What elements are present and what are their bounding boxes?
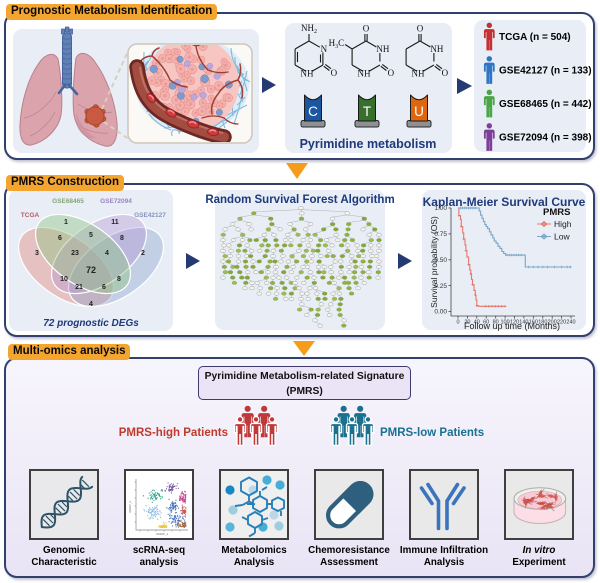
svg-text:180: 180	[538, 320, 547, 326]
svg-text:Low: Low	[554, 232, 570, 242]
svg-text:0.50: 0.50	[434, 257, 447, 264]
svg-text:GSE42127 (n = 133): GSE42127 (n = 133)	[499, 66, 592, 77]
svg-text:60: 60	[483, 320, 489, 326]
svg-text:NH: NH	[412, 69, 425, 79]
svg-text:1: 1	[64, 219, 68, 226]
svg-text:GSE42127: GSE42127	[134, 212, 166, 219]
svg-text:NH: NH	[358, 69, 371, 79]
svg-text:10: 10	[60, 276, 68, 283]
svg-text:40: 40	[474, 320, 480, 326]
svg-text:23: 23	[71, 250, 79, 257]
svg-text:160: 160	[529, 320, 538, 326]
svg-text:Kaplan-Meier Survival Curve: Kaplan-Meier Survival Curve	[423, 195, 586, 209]
svg-text:NH: NH	[430, 44, 443, 54]
svg-text:1.00: 1.00	[434, 205, 447, 212]
svg-text:2: 2	[141, 250, 145, 257]
svg-text:O: O	[417, 24, 424, 34]
svg-text:UMAP_2: UMAP_2	[128, 501, 132, 513]
svg-text:8: 8	[120, 235, 124, 242]
svg-text:GSE68465 (n = 442): GSE68465 (n = 442)	[499, 99, 592, 110]
svg-text:0: 0	[456, 320, 459, 326]
svg-text:High: High	[554, 219, 572, 229]
svg-text:140: 140	[519, 320, 528, 326]
svg-text:NH2: NH2	[301, 23, 317, 35]
svg-text:PMRS-low Patients: PMRS-low Patients	[380, 427, 484, 439]
svg-text:TCGA (n = 504): TCGA (n = 504)	[499, 32, 571, 43]
svg-text:4: 4	[89, 301, 93, 308]
svg-text:GSE68465: GSE68465	[52, 198, 84, 205]
svg-text:NH: NH	[301, 69, 314, 79]
svg-text:O: O	[388, 68, 395, 78]
svg-text:5: 5	[89, 232, 93, 239]
svg-text:6: 6	[102, 284, 106, 291]
svg-text:PMRS-high Patients: PMRS-high Patients	[119, 427, 228, 439]
svg-text:11: 11	[111, 219, 119, 226]
svg-text:O: O	[331, 68, 338, 78]
svg-text:UMAP_1: UMAP_1	[156, 532, 168, 536]
svg-text:80: 80	[493, 320, 499, 326]
svg-text:O: O	[442, 68, 449, 78]
svg-text:200: 200	[548, 320, 557, 326]
svg-text:C: C	[308, 104, 318, 119]
svg-text:GSE72094 (n = 398): GSE72094 (n = 398)	[499, 133, 592, 144]
svg-text:72 prognostic DEGs: 72 prognostic DEGs	[43, 318, 139, 329]
svg-text:100: 100	[501, 320, 510, 326]
svg-text:NH: NH	[376, 44, 389, 54]
svg-text:72: 72	[86, 265, 96, 275]
svg-text:20: 20	[464, 320, 470, 326]
svg-text:PMRS: PMRS	[543, 207, 570, 218]
svg-text:220: 220	[557, 320, 566, 326]
svg-text:0.25: 0.25	[434, 283, 447, 290]
svg-text:0.75: 0.75	[434, 231, 447, 238]
svg-text:0.00: 0.00	[434, 309, 447, 316]
svg-text:T: T	[363, 104, 371, 119]
svg-text:4: 4	[105, 250, 109, 257]
svg-text:21: 21	[75, 284, 83, 291]
svg-text:H3C: H3C	[329, 38, 345, 50]
svg-text:Pyrimidine metabolism: Pyrimidine metabolism	[300, 137, 437, 151]
svg-text:8: 8	[117, 276, 121, 283]
svg-text:O: O	[363, 24, 370, 34]
svg-text:6: 6	[58, 235, 62, 242]
svg-text:TCGA: TCGA	[21, 212, 40, 219]
svg-text:GSE72094: GSE72094	[100, 198, 132, 205]
svg-text:N: N	[321, 44, 328, 54]
svg-text:Follow up time (Months): Follow up time (Months)	[464, 321, 560, 331]
svg-text:Survival probability (OS): Survival probability (OS)	[429, 216, 439, 308]
svg-text:Random Survival Forest Algorit: Random Survival Forest Algorithm	[205, 194, 394, 206]
svg-text:240: 240	[566, 320, 575, 326]
svg-text:3: 3	[35, 250, 39, 257]
svg-text:120: 120	[510, 320, 519, 326]
svg-text:U: U	[414, 104, 424, 119]
